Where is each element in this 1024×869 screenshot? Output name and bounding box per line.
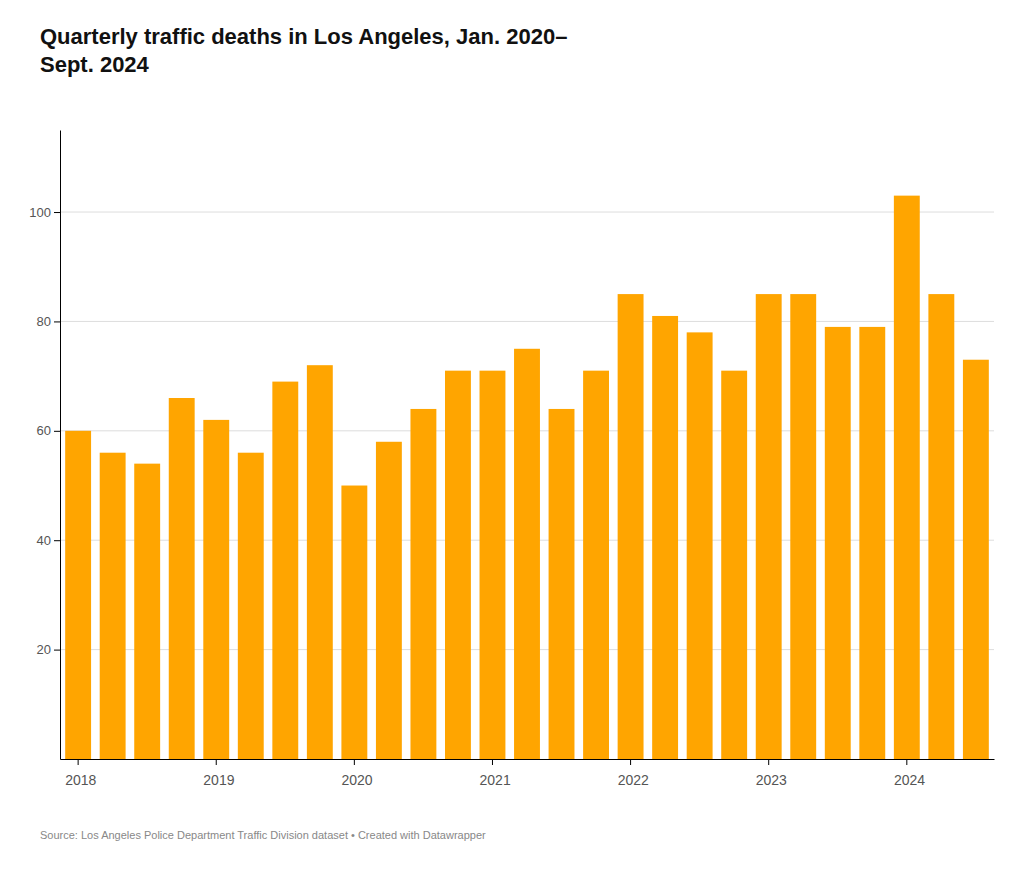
- bar: [307, 365, 333, 759]
- y-tick-mark: [54, 650, 60, 651]
- chart: Quarterly traffic deaths in Los Angeles,…: [0, 0, 1024, 869]
- bar: [272, 382, 298, 759]
- bar: [859, 327, 885, 759]
- y-tick-label: 80: [37, 314, 51, 329]
- x-tick: 2020: [341, 759, 372, 788]
- bar: [169, 398, 195, 759]
- x-tick-mark: [216, 759, 217, 765]
- x-tick-label: 2021: [480, 772, 511, 788]
- y-tick-mark: [54, 212, 60, 213]
- y-tick-label: 100: [29, 205, 51, 220]
- y-tick-mark: [54, 321, 60, 322]
- x-tick-mark: [354, 759, 355, 765]
- x-tick: 2023: [756, 759, 787, 788]
- title: Quarterly traffic deaths in Los Angeles,…: [40, 24, 567, 77]
- x-axis-line: [61, 759, 995, 760]
- bar: [790, 294, 816, 759]
- x-tick: 2022: [618, 759, 649, 788]
- x-tick-mark: [492, 759, 493, 765]
- y-axis-line: [60, 131, 61, 760]
- grid-line: [60, 321, 994, 322]
- bar: [756, 294, 782, 759]
- y-tick-label: 40: [37, 533, 51, 548]
- x-tick-label: 2022: [618, 772, 649, 788]
- y-tick-mark: [54, 540, 60, 541]
- x-tick-label: 2024: [894, 772, 925, 788]
- x-tick-mark: [768, 759, 769, 765]
- x-tick-mark: [906, 759, 907, 765]
- y-axis: 20 40 60 80 100: [29, 131, 60, 760]
- bar: [652, 316, 678, 759]
- y-tick: 80: [37, 314, 60, 329]
- bar: [134, 464, 160, 759]
- y-tick-label: 60: [37, 423, 51, 438]
- bar: [963, 360, 989, 759]
- bar: [618, 294, 644, 759]
- bar: [100, 453, 126, 759]
- bar: [480, 371, 506, 759]
- x-tick-label: 2018: [65, 772, 96, 788]
- annotation: Source: Los Angeles Police Department Tr…: [40, 829, 486, 841]
- y-tick: 20: [37, 642, 60, 657]
- x-tick-mark: [630, 759, 631, 765]
- x-tick: 2019: [203, 759, 234, 788]
- y-tick: 40: [37, 533, 60, 548]
- bar: [238, 453, 264, 759]
- bar: [583, 371, 609, 759]
- bar: [514, 349, 540, 759]
- title-line: Quarterly traffic deaths in Los Angeles,…: [40, 24, 567, 49]
- x-tick: 2021: [480, 759, 511, 788]
- bar: [65, 431, 91, 759]
- y-tick-label: 20: [37, 642, 51, 657]
- x-tick-label: 2019: [203, 772, 234, 788]
- bar: [687, 332, 713, 759]
- x-tick: 2018: [65, 759, 96, 788]
- grid-line: [60, 212, 994, 213]
- x-axis: 2018 2019 2020 2021 2022 2023 2024: [61, 759, 995, 788]
- x-tick-label: 2020: [341, 772, 372, 788]
- bar: [445, 371, 471, 759]
- bar: [410, 409, 436, 759]
- y-tick: 100: [29, 205, 60, 220]
- bar: [549, 409, 575, 759]
- bar: [894, 196, 920, 759]
- bar: [203, 420, 229, 759]
- bar: [721, 371, 747, 759]
- y-tick: 60: [37, 423, 60, 438]
- plot: 20 40 60 80 100 2018 2019 2020 2021 2022 2023 2024: [29, 131, 994, 788]
- bar: [376, 442, 402, 759]
- x-tick-label: 2023: [756, 772, 787, 788]
- title-line: Sept. 2024: [40, 52, 150, 77]
- bar: [825, 327, 851, 759]
- bar: [928, 294, 954, 759]
- y-tick-mark: [54, 431, 60, 432]
- x-tick: 2024: [894, 759, 925, 788]
- marks: [65, 196, 989, 759]
- bar: [341, 486, 367, 759]
- x-tick-mark: [78, 759, 79, 765]
